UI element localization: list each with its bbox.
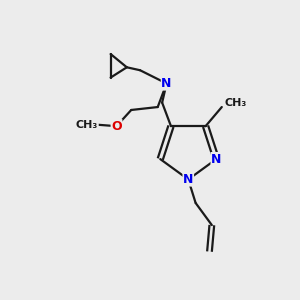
Text: O: O: [111, 120, 122, 133]
Text: N: N: [211, 153, 221, 166]
Text: N: N: [161, 77, 172, 90]
Text: CH₃: CH₃: [225, 98, 247, 108]
Text: N: N: [183, 173, 194, 186]
Text: CH₃: CH₃: [76, 120, 98, 130]
